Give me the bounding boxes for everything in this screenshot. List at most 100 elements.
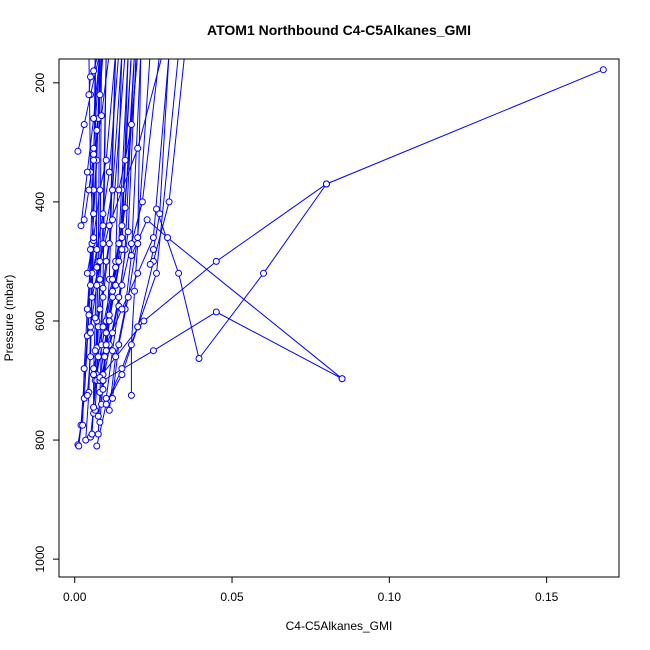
data-point xyxy=(146,260,154,268)
data-point xyxy=(338,375,346,383)
data-point xyxy=(260,269,267,277)
data-point xyxy=(160,50,166,56)
data-point xyxy=(85,186,93,194)
data-point xyxy=(118,222,126,230)
data-point xyxy=(102,257,110,265)
data-point xyxy=(138,198,146,206)
data-point xyxy=(149,234,157,242)
series-line-42 xyxy=(149,59,170,265)
data-point xyxy=(96,275,104,283)
data-point xyxy=(166,50,172,56)
data-point xyxy=(135,50,141,56)
data-point xyxy=(118,365,126,373)
y-axis: 200 400 600 800 1000 xyxy=(33,72,60,572)
data-point xyxy=(96,186,104,194)
data-point xyxy=(90,365,98,373)
data-point xyxy=(113,50,119,56)
data-point xyxy=(109,347,116,355)
data-point xyxy=(90,403,98,411)
data-point xyxy=(90,371,98,379)
data-point xyxy=(153,269,160,277)
data-point xyxy=(116,50,122,56)
x-tick-label: 0.05 xyxy=(220,590,244,604)
data-point xyxy=(99,210,107,218)
data-point xyxy=(109,293,116,301)
data-point xyxy=(99,385,107,393)
data-point xyxy=(99,323,107,331)
data-point xyxy=(109,329,116,337)
data-point xyxy=(98,112,105,120)
data-point xyxy=(74,147,82,155)
x-tick-label: 0.00 xyxy=(63,590,87,604)
data-point xyxy=(157,50,163,56)
data-point xyxy=(92,50,98,56)
data-point xyxy=(83,305,91,313)
data-point xyxy=(112,263,120,271)
data-point xyxy=(124,228,132,236)
data-point xyxy=(127,240,135,248)
data-point xyxy=(87,246,94,253)
data-point xyxy=(93,126,101,134)
series-line-25 xyxy=(80,59,100,226)
data-point xyxy=(138,50,144,56)
data-point xyxy=(90,156,98,164)
data-point xyxy=(97,50,103,56)
y-tick-label: 200 xyxy=(33,72,47,92)
data-point xyxy=(80,365,88,373)
data-point xyxy=(91,347,99,355)
data-point xyxy=(118,371,126,379)
series-line-4 xyxy=(85,59,96,441)
data-point xyxy=(109,287,116,295)
data-point xyxy=(101,353,109,361)
data-point xyxy=(102,400,110,408)
data-point xyxy=(96,91,104,99)
data-point xyxy=(90,150,98,158)
data-point xyxy=(134,269,142,277)
data-point xyxy=(115,257,123,265)
data-point xyxy=(97,50,103,56)
data-point xyxy=(109,275,116,283)
data-point xyxy=(140,317,148,325)
data-point xyxy=(75,442,83,450)
y-tick-label: 1000 xyxy=(33,545,47,572)
data-point xyxy=(128,50,134,56)
data-point xyxy=(118,234,126,242)
data-point xyxy=(127,121,135,128)
data-point xyxy=(127,341,135,349)
data-point xyxy=(149,50,155,56)
data-point xyxy=(90,234,98,242)
data-point xyxy=(79,421,87,429)
x-tick-label: 0.10 xyxy=(378,590,402,604)
data-point xyxy=(132,50,138,56)
data-point xyxy=(135,50,141,56)
data-point xyxy=(95,50,101,56)
data-point xyxy=(105,240,113,248)
data-point xyxy=(105,311,113,319)
data-point xyxy=(322,180,330,188)
data-point xyxy=(134,144,142,152)
data-point xyxy=(99,50,105,56)
series-line-43 xyxy=(118,59,138,191)
series-line-38 xyxy=(99,69,604,378)
data-point xyxy=(134,240,142,248)
data-point xyxy=(96,418,104,426)
data-point xyxy=(97,50,103,56)
data-point xyxy=(105,222,113,230)
data-point xyxy=(109,394,116,402)
data-point xyxy=(105,168,113,176)
data-point xyxy=(80,121,88,128)
data-point xyxy=(119,50,125,56)
data-point xyxy=(115,186,123,194)
data-point xyxy=(99,293,107,301)
data-point xyxy=(153,205,160,213)
data-point xyxy=(133,50,139,56)
data-point xyxy=(106,50,112,56)
data-point xyxy=(105,406,113,414)
data-point xyxy=(125,50,131,56)
data-point xyxy=(138,50,144,56)
data-point xyxy=(92,50,98,56)
data-point xyxy=(87,323,94,331)
data-point xyxy=(87,329,94,337)
data-point xyxy=(99,284,107,292)
